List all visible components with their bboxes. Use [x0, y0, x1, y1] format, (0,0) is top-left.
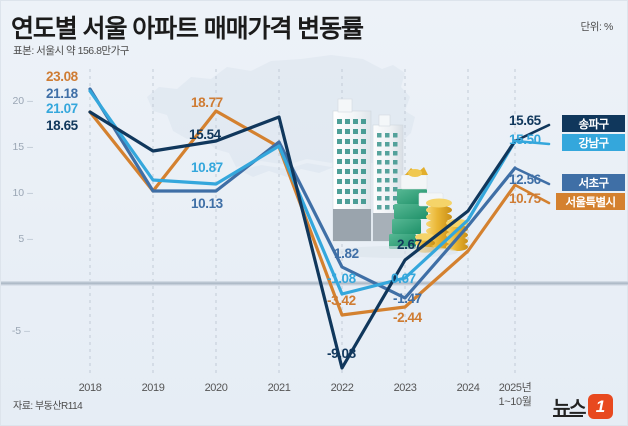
x-label-2025-line2: 1~10월 — [498, 396, 532, 408]
value-2020-songpa: 15.54 — [189, 127, 221, 142]
value-2020-gangnam: 10.87 — [191, 160, 223, 175]
value-2025-seocho: 12.56 — [509, 172, 541, 187]
y-tick-20: 20– — [12, 95, 33, 107]
unit-note: 단위: % — [580, 21, 614, 33]
logo-badge: 1 — [588, 394, 613, 419]
series-line-songpa — [88, 110, 517, 370]
page-title: 연도별 서울 아파트 매매가격 변동률 — [11, 15, 364, 43]
apartment-illustration — [332, 98, 468, 258]
y-tick-minus5: -5– — [11, 325, 30, 337]
value-2022-songpa: -9.08 — [327, 346, 356, 361]
value-2023-seocho: -1.47 — [393, 291, 422, 306]
news1-logo: 뉴스 1 — [553, 393, 613, 420]
x-label-2025-line1: 2025년 — [498, 382, 532, 394]
x-label-2021: 2021 — [267, 382, 291, 394]
value-2025-gangnam: 15.50 — [509, 132, 541, 147]
x-label-2024: 2024 — [456, 382, 480, 394]
legend-label-songpa: 송파구 — [562, 115, 625, 132]
value-2025-seoul: 10.75 — [509, 191, 541, 206]
value-2018-gangnam: 21.07 — [46, 101, 78, 116]
legend-label-seoul: 서울특별시 — [556, 193, 625, 210]
value-2022-seocho: 1.82 — [334, 246, 359, 261]
legend-item-gangnam[interactable]: 강남구 — [562, 134, 625, 151]
value-2020-seoul: 18.77 — [191, 95, 223, 110]
legend-item-seocho[interactable]: 서초구 — [562, 174, 625, 191]
series-line-seocho — [88, 87, 517, 300]
line-chart-canvas — [1, 55, 628, 373]
value-2025-songpa: 15.65 — [509, 113, 541, 128]
legend-leader-lines — [513, 123, 551, 205]
source-note: 자료: 부동산R114 — [13, 401, 83, 412]
y-tick-10: 10– — [12, 187, 33, 199]
x-label-2025: 2025년 1~10월 — [480, 381, 550, 409]
y-tick-15: 15– — [12, 141, 33, 153]
value-2022-gangnam: -1.08 — [327, 271, 356, 286]
legend-label-seocho: 서초구 — [562, 174, 625, 191]
legend-item-songpa[interactable]: 송파구 — [562, 115, 625, 132]
series-line-seoul — [88, 109, 517, 317]
x-label-2022: 2022 — [330, 382, 354, 394]
value-2023-seoul: -2.44 — [393, 310, 422, 325]
legend-item-seoul[interactable]: 서울특별시 — [556, 193, 625, 210]
zero-baseline — [1, 281, 628, 286]
logo-text: 뉴스 — [553, 393, 586, 420]
value-2022-seoul: -3.42 — [327, 293, 356, 308]
value-2020-seocho: 10.13 — [191, 196, 223, 211]
value-2018-songpa: 18.65 — [46, 118, 78, 133]
x-label-2019: 2019 — [141, 382, 165, 394]
value-2023-songpa: 2.67 — [397, 237, 422, 252]
legend-label-gangnam: 강남구 — [562, 134, 625, 151]
x-label-2020: 2020 — [204, 382, 228, 394]
x-label-2018: 2018 — [78, 382, 102, 394]
y-tick-5: 5– — [18, 233, 33, 245]
value-2018-seoul: 23.08 — [46, 69, 78, 84]
x-label-2023: 2023 — [393, 382, 417, 394]
series-line-gangnam — [88, 89, 517, 296]
sample-note: 표본: 서울시 약 156.8만가구 — [13, 45, 129, 57]
value-2018-seocho: 21.18 — [46, 86, 78, 101]
value-2023-gangnam: 0.67 — [391, 271, 416, 286]
